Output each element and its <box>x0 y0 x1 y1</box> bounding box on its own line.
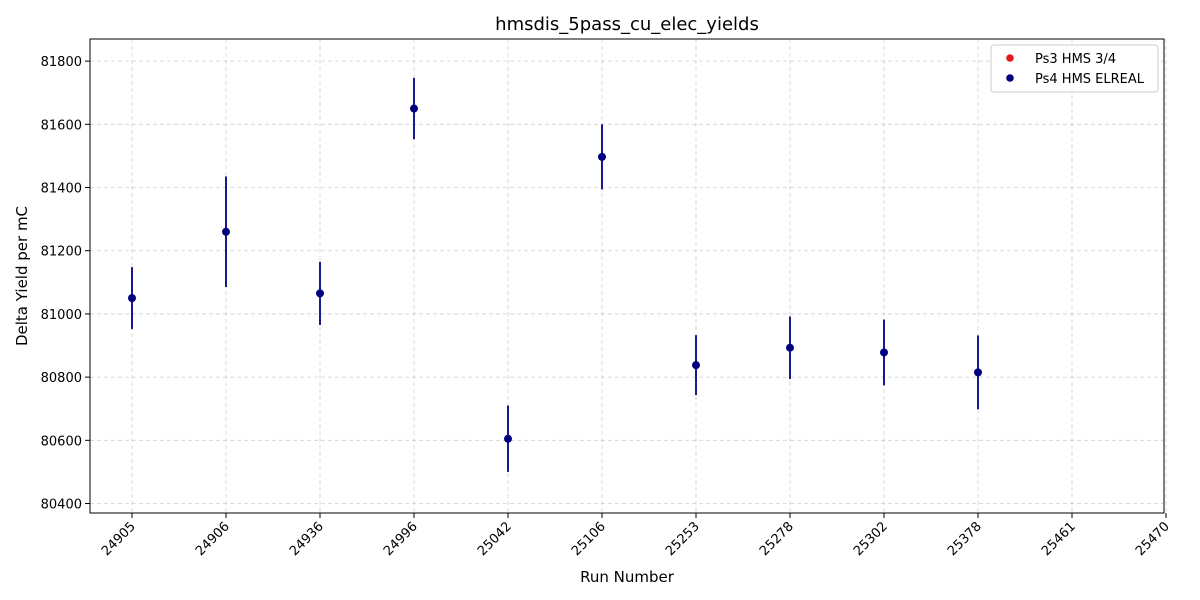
x-tick-label: 25461 <box>1039 519 1079 559</box>
y-tick-label: 81000 <box>41 308 82 323</box>
x-tick-label: 24906 <box>193 519 233 559</box>
data-point <box>410 104 418 113</box>
y-tick-label: 80600 <box>41 434 82 449</box>
x-tick-label: 25253 <box>663 519 703 559</box>
x-tick-label: 25042 <box>475 519 515 559</box>
x-tick-label: 25470 <box>1133 519 1173 559</box>
x-tick-label: 24905 <box>99 519 139 559</box>
y-tick-label: 80400 <box>41 498 82 513</box>
grid <box>90 39 1167 513</box>
y-tick-label: 81600 <box>41 118 82 133</box>
data-point <box>598 152 606 161</box>
x-tick-label: 25378 <box>945 519 985 559</box>
y-tick-label: 81200 <box>41 245 82 260</box>
y-tick-label: 81400 <box>41 182 82 197</box>
legend-marker <box>1006 74 1014 82</box>
x-axis-label: Run Number <box>580 568 675 586</box>
data-point <box>316 289 324 298</box>
x-tick-label: 25302 <box>851 519 891 559</box>
plot-frame <box>89 38 1165 514</box>
data-point <box>692 361 700 370</box>
legend-label: Ps4 HMS ELREAL <box>1035 72 1145 87</box>
x-tick-label: 24996 <box>381 519 421 559</box>
legend-marker <box>1006 54 1014 62</box>
data-point <box>222 227 230 236</box>
axis-ticks: 24905 24906 24936 24996 25042 25106 25253 25278… <box>41 55 1173 559</box>
x-tick-label: 24936 <box>287 519 327 559</box>
legend-label: Ps3 HMS 3/4 <box>1035 52 1116 67</box>
data-point <box>128 294 136 303</box>
y-axis-label: Delta Yield per mC <box>13 206 31 346</box>
legend: Ps3 HMS 3/4 Ps4 HMS ELREAL <box>990 44 1159 93</box>
data-marks <box>128 77 982 472</box>
data-point <box>504 434 512 443</box>
y-tick-label: 80800 <box>41 371 82 386</box>
legend-box <box>990 44 1159 93</box>
x-tick-label: 25106 <box>569 519 609 559</box>
data-point <box>880 348 888 357</box>
data-point <box>974 368 982 377</box>
chart-title: hmsdis_5pass_cu_elec_yields <box>495 14 759 35</box>
y-tick-label: 81800 <box>41 55 82 70</box>
x-tick-label: 25278 <box>757 519 797 559</box>
data-point <box>786 343 794 352</box>
